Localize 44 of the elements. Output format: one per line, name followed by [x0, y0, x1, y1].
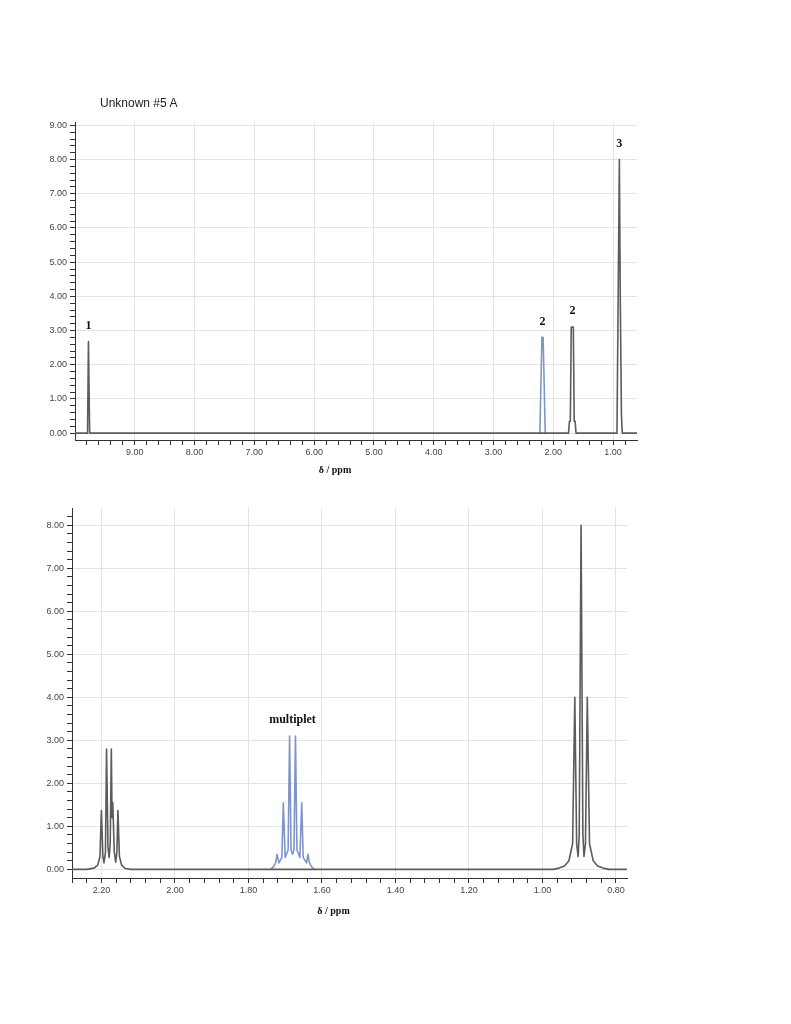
- chart-title: Unknown #5 A: [100, 96, 178, 110]
- x-tick-label: 1.80: [239, 884, 258, 895]
- x-tick-label: 1.00: [533, 884, 552, 895]
- x-tick-label: 1.40: [386, 884, 405, 895]
- x-tick-label: 8.00: [185, 446, 204, 457]
- y-tick-label: 7.00: [46, 562, 64, 573]
- y-tick-label: 9.00: [49, 119, 67, 130]
- x-tick-label: 2.00: [166, 884, 184, 895]
- y-tick-label: 2.00: [46, 777, 64, 788]
- x-axis-title: δ / ppm: [318, 463, 352, 475]
- y-tick-label: 4.00: [49, 290, 67, 301]
- y-tick-label: 3.00: [46, 734, 64, 745]
- x-tick-label: 2.20: [92, 884, 111, 895]
- y-tick-label: 5.00: [49, 256, 67, 267]
- x-tick-label: 2.00: [544, 446, 563, 457]
- x-axis-title: δ / ppm: [317, 904, 351, 916]
- y-tick-label: 4.00: [46, 691, 64, 702]
- y-tick-label: 1.00: [46, 820, 64, 831]
- y-tick-label: 8.00: [49, 154, 67, 165]
- x-tick-label: 0.80: [607, 884, 625, 895]
- x-tick-label: 6.00: [305, 446, 323, 457]
- x-tick-label: 5.00: [365, 446, 383, 457]
- annotation: 1: [85, 317, 92, 332]
- annotation: 2: [569, 303, 576, 318]
- y-tick-label: 2.00: [49, 359, 67, 370]
- x-tick-label: 4.00: [424, 446, 443, 457]
- x-tick-label: 9.00: [126, 446, 144, 457]
- annotation: 3: [616, 135, 623, 150]
- y-tick-label: 6.00: [49, 222, 67, 233]
- y-tick-label: 5.00: [46, 648, 64, 659]
- y-tick-label: 0.00: [46, 863, 64, 874]
- annotation: multiplet: [269, 712, 316, 727]
- y-tick-label: 0.00: [49, 427, 67, 438]
- y-tick-label: 1.00: [49, 393, 67, 404]
- y-tick-label: 7.00: [49, 188, 67, 199]
- annotation: 2: [539, 313, 546, 328]
- x-tick-label: 1.00: [604, 446, 622, 457]
- x-tick-label: 1.60: [313, 884, 331, 895]
- y-tick-label: 8.00: [46, 519, 64, 530]
- y-tick-label: 6.00: [46, 605, 64, 616]
- y-tick-label: 3.00: [49, 325, 67, 336]
- x-tick-label: 1.20: [460, 884, 478, 895]
- x-tick-label: 3.00: [484, 446, 503, 457]
- x-tick-label: 7.00: [245, 446, 264, 457]
